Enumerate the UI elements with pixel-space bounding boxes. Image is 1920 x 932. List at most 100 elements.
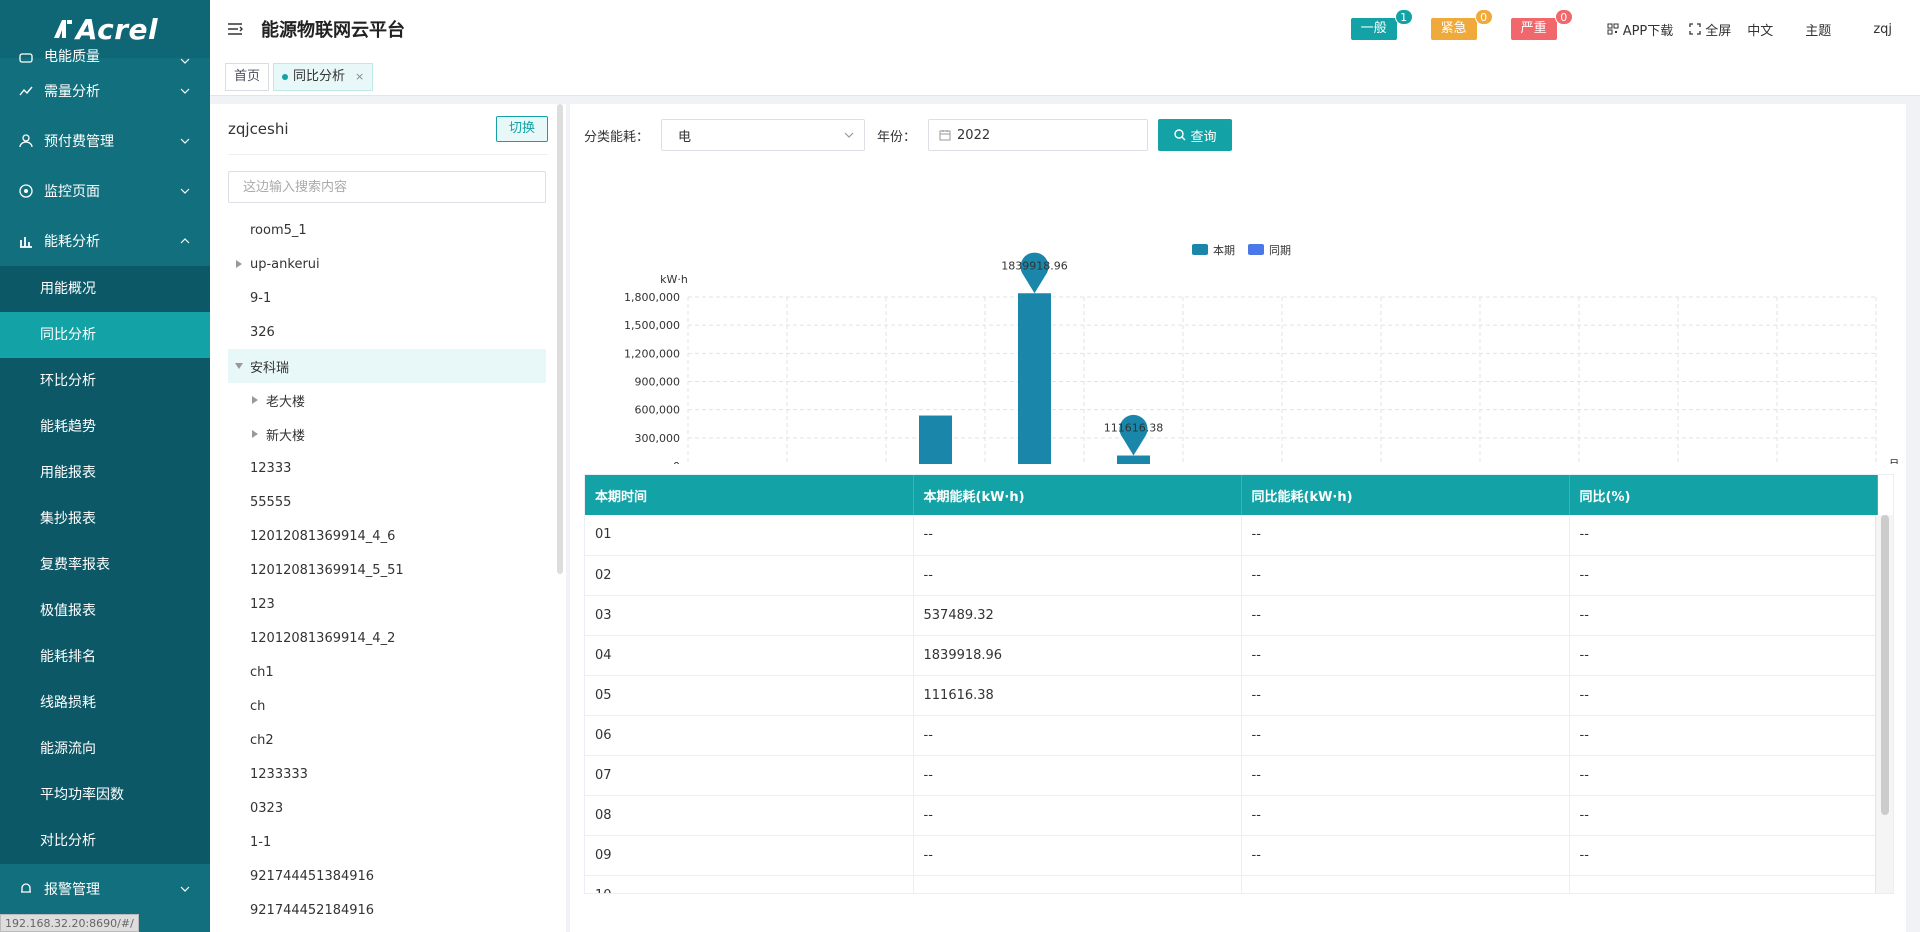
- tabs-bar: 首页 同比分析 ×: [210, 58, 1920, 96]
- table-header-cell: 同比(%): [1569, 475, 1878, 515]
- bell-icon: [18, 881, 34, 897]
- submenu-item[interactable]: 线路损耗: [40, 695, 96, 711]
- submenu-item[interactable]: 用能概况: [40, 281, 96, 297]
- tree-node[interactable]: 12012081369914_4_6: [228, 519, 546, 553]
- max-marker-pin: [1119, 414, 1148, 456]
- table-row: 02 -- -- --: [585, 555, 1878, 596]
- table-cell: 09: [585, 835, 914, 876]
- caret-right-icon[interactable]: [232, 260, 246, 268]
- submenu-item[interactable]: 集抄报表: [40, 511, 96, 527]
- y-tick-label: 0: [673, 460, 680, 464]
- tree-node[interactable]: room5_1: [228, 213, 546, 247]
- chevron-up-icon: [180, 238, 190, 244]
- menu-toggle-icon[interactable]: [227, 19, 247, 39]
- submenu-item[interactable]: 能耗排名: [40, 649, 96, 665]
- submenu-item[interactable]: 用能报表: [40, 465, 96, 481]
- tree-node[interactable]: 326: [228, 315, 546, 349]
- scrollbar-thumb[interactable]: [1881, 515, 1889, 815]
- table-cell: 10: [585, 875, 914, 893]
- tree-node[interactable]: 123: [228, 587, 546, 621]
- tree-node[interactable]: 9-1: [228, 281, 546, 315]
- tree-node[interactable]: 1233333: [228, 757, 546, 791]
- tree-node[interactable]: ch: [228, 689, 546, 723]
- alarm-label: 紧急: [1440, 21, 1467, 36]
- table-cell: --: [1569, 715, 1878, 756]
- year-picker[interactable]: 2022: [928, 119, 1149, 151]
- tree-scrollbar[interactable]: [557, 104, 563, 574]
- tree-node[interactable]: 0323: [228, 791, 546, 825]
- project-name: zqjceshi: [228, 120, 289, 138]
- tab-yoy-analysis[interactable]: 同比分析 ×: [273, 62, 374, 91]
- tree-node[interactable]: 921744452184916: [228, 893, 546, 927]
- language-switch[interactable]: 中文: [1747, 23, 1774, 39]
- search-icon: [1173, 129, 1186, 141]
- category-select[interactable]: 电: [661, 119, 866, 151]
- app-download-link[interactable]: APP下载: [1607, 20, 1674, 39]
- sidebar-item-1[interactable]: 预付费管理: [0, 116, 210, 166]
- tree-node[interactable]: up-ankerui: [228, 247, 546, 281]
- tree-node[interactable]: 12333: [228, 451, 546, 485]
- close-icon[interactable]: ×: [355, 69, 365, 83]
- alarm-button[interactable]: 严重 0: [1510, 9, 1573, 40]
- submenu-item[interactable]: 复费率报表: [40, 557, 110, 573]
- tree-node[interactable]: 老大楼: [228, 383, 546, 417]
- tree-node[interactable]: 安科瑞: [228, 349, 546, 383]
- tree-node-label: room5_1: [250, 222, 307, 238]
- tree-node-label: 12012081369914_5_51: [250, 562, 404, 578]
- tree-node[interactable]: 1-1: [228, 825, 546, 859]
- table-row: 07 -- -- --: [585, 755, 1878, 796]
- query-button[interactable]: 查询: [1158, 119, 1233, 151]
- submenu-item[interactable]: 对比分析: [40, 833, 96, 849]
- tree-node[interactable]: 921744451384916: [228, 859, 546, 893]
- caret-right-icon[interactable]: [248, 430, 262, 438]
- submenu-item[interactable]: 能耗趋势: [40, 419, 96, 435]
- table-cell: 01: [585, 515, 914, 556]
- tree-node[interactable]: ch2: [228, 723, 546, 757]
- alarm-button[interactable]: 一般 1: [1350, 9, 1413, 40]
- table-cell: --: [913, 555, 1242, 596]
- table-cell: --: [913, 515, 1242, 556]
- chevron-down-icon: [180, 188, 190, 194]
- sidebar-item-power-quality[interactable]: 电能质量: [0, 49, 210, 66]
- switch-button[interactable]: 切换: [495, 116, 548, 142]
- table-cell: 03: [585, 595, 914, 636]
- caret-right-icon[interactable]: [248, 396, 262, 404]
- table-cell: --: [1241, 635, 1570, 676]
- user-menu[interactable]: zqj: [1873, 21, 1892, 37]
- sidebar-item-label: 电能质量: [44, 49, 100, 65]
- sidebar-item-alarm[interactable]: 报警管理: [0, 864, 210, 914]
- submenu-item[interactable]: 极值报表: [40, 603, 96, 619]
- tree-node[interactable]: ch1: [228, 655, 546, 689]
- table-cell: 07: [585, 755, 914, 796]
- tree-node[interactable]: 55555: [228, 485, 546, 519]
- fullscreen-label: 全屏: [1705, 23, 1732, 39]
- logo-text: Acrel: [75, 12, 159, 46]
- tree-search-input[interactable]: [228, 171, 546, 203]
- submenu-item[interactable]: 环比分析: [40, 373, 96, 389]
- submenu-item[interactable]: 同比分析: [0, 312, 210, 358]
- fullscreen-button[interactable]: 全屏: [1689, 20, 1731, 39]
- y-tick-label: 1,800,000: [624, 291, 680, 304]
- tree-node[interactable]: 12012081369914_5_51: [228, 553, 546, 587]
- sidebar-item-0[interactable]: 需量分析: [0, 66, 210, 116]
- table-cell: --: [913, 795, 1242, 836]
- table-row: 03 537489.32 -- --: [585, 595, 1878, 636]
- submenu-item[interactable]: 能源流向: [40, 741, 96, 757]
- sidebar-item-2[interactable]: 监控页面: [0, 166, 210, 216]
- table-scrollbar[interactable]: [1875, 515, 1893, 893]
- calendar-icon: [939, 130, 951, 141]
- table-row: 09 -- -- --: [585, 835, 1878, 876]
- tree-node[interactable]: 新大楼: [228, 417, 546, 451]
- alarm-button[interactable]: 紧急 0: [1430, 9, 1493, 40]
- chevron-down-icon: [180, 58, 190, 64]
- theme-switch[interactable]: 主题: [1805, 23, 1832, 39]
- y-tick-label: 300,000: [635, 432, 681, 445]
- app-download-label: APP下载: [1622, 23, 1674, 39]
- sidebar-item-3[interactable]: 能耗分析: [0, 216, 210, 266]
- tab-label: 同比分析: [293, 68, 346, 84]
- tab-home[interactable]: 首页: [225, 62, 270, 91]
- submenu-item[interactable]: 平均功率因数: [40, 787, 124, 803]
- table-cell: --: [913, 715, 1242, 756]
- caret-down-icon[interactable]: [232, 363, 246, 369]
- tree-node[interactable]: 12012081369914_4_2: [228, 621, 546, 655]
